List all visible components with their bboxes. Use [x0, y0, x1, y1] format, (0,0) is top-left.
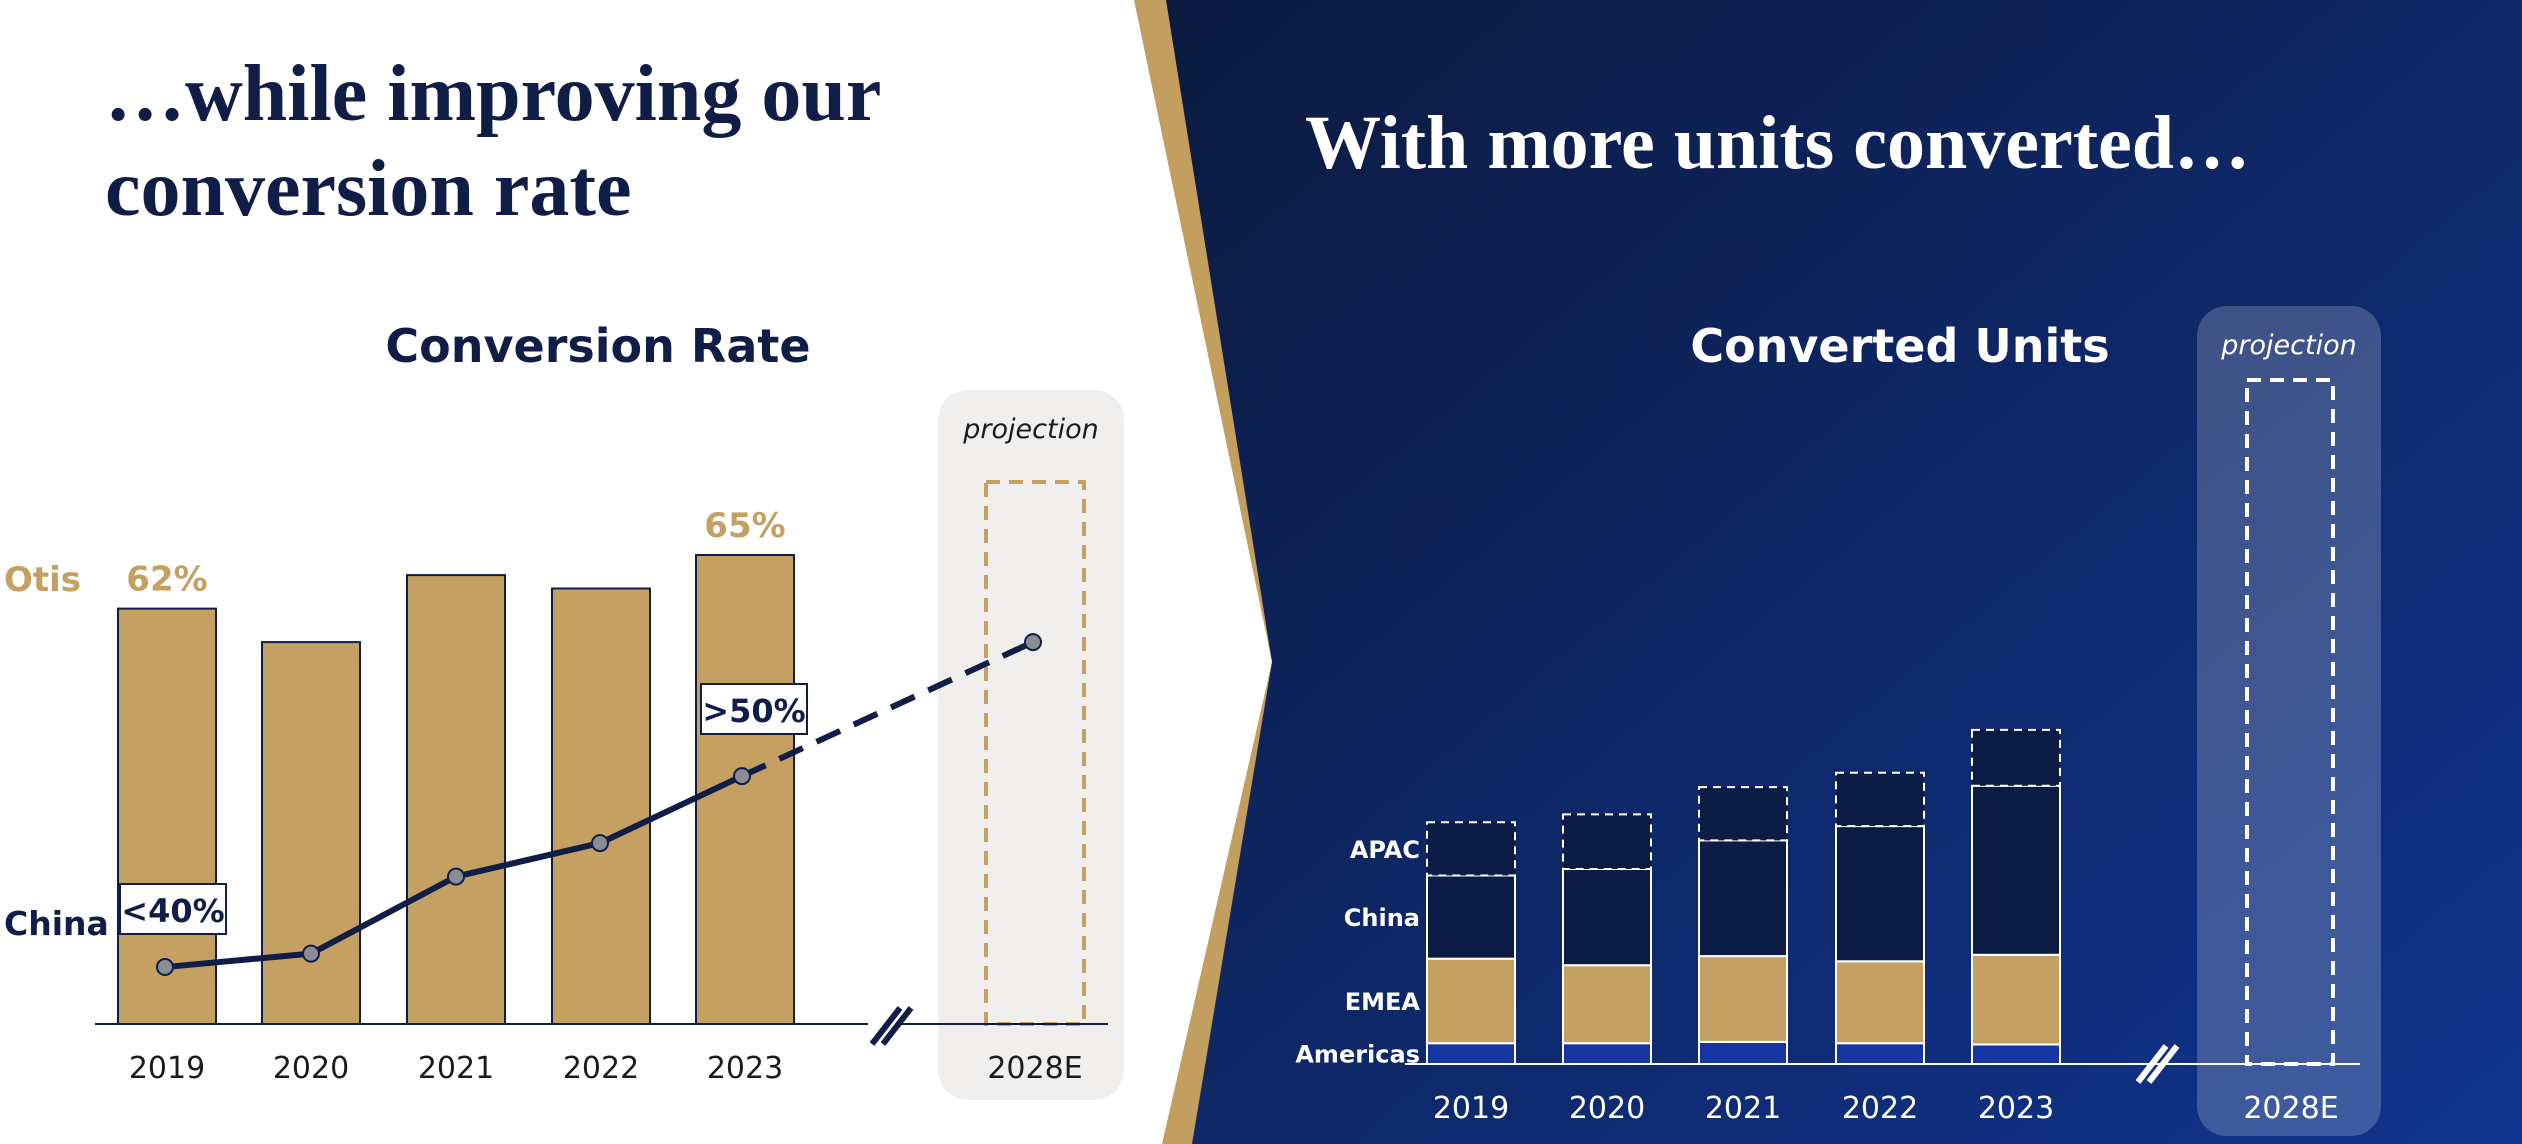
china-point-2021 — [447, 867, 465, 886]
right-tick-label-2021: 2021 — [1705, 1091, 1781, 1126]
legend-china: China — [1344, 904, 1420, 932]
right-tick-label-2022: 2022 — [1842, 1091, 1918, 1126]
segment-apac-2023 — [1971, 728, 2061, 787]
right-tick-label-2028e: 2028E — [2243, 1091, 2338, 1126]
data-label-otis-2023: 65% — [704, 506, 785, 546]
segment-apac-2022 — [1835, 771, 1925, 828]
converted-units-title: Converted Units — [1690, 319, 2109, 373]
segment-emea-2020 — [1562, 964, 1652, 1045]
right-projection-panel — [2197, 306, 2381, 1136]
conversion-rate-title: Conversion Rate — [385, 319, 810, 373]
segment-americas-2023 — [1971, 1043, 2061, 1065]
legend-americas: Americas — [1295, 1041, 1420, 1069]
callout-china-2019: <40% — [119, 883, 227, 935]
right-headline: With more units converted… — [1305, 101, 2250, 185]
segment-china-2023 — [1971, 784, 2061, 956]
segment-china-2020 — [1562, 868, 1652, 967]
segment-americas-2022 — [1835, 1042, 1925, 1065]
segment-americas-2021 — [1698, 1040, 1788, 1066]
segment-china-2022 — [1835, 825, 1925, 963]
china-point-2022 — [591, 834, 609, 853]
segment-emea-2022 — [1835, 960, 1925, 1045]
data-label-china-2019: <40% — [121, 892, 224, 930]
china-point-2023 — [733, 767, 751, 786]
converted-units-chart: Converted Units projection 2019 2020 2021 2… — [1295, 306, 2381, 1136]
otis-bar-2019 — [117, 607, 217, 1025]
otis-bar-2020 — [261, 641, 361, 1025]
left-tick-label-2028e: 2028E — [987, 1051, 1082, 1086]
segment-emea-2023 — [1971, 953, 2061, 1046]
segment-emea-2019 — [1426, 957, 1516, 1045]
left-tick-label-2023: 2023 — [707, 1051, 783, 1086]
segment-apac-2019 — [1426, 821, 1516, 877]
right-tick-label-2023: 2023 — [1978, 1091, 2054, 1126]
otis-bar-2021 — [406, 574, 506, 1025]
right-projection-label: projection — [2220, 330, 2356, 361]
legend-apac: APAC — [1350, 836, 1420, 864]
china-point-2019 — [156, 958, 174, 977]
right-tick-label-2020: 2020 — [1569, 1091, 1645, 1126]
data-label-china-projection: >50% — [702, 692, 805, 730]
china-point-2020 — [302, 944, 320, 963]
segment-americas-2020 — [1562, 1042, 1652, 1065]
left-projection-panel — [938, 390, 1124, 1100]
left-axis-break — [868, 1000, 914, 1048]
left-headline-line2: conversion rate — [105, 145, 632, 233]
callout-china-projection: >50% — [700, 683, 808, 735]
left-tick-label-2020: 2020 — [273, 1051, 349, 1086]
data-label-otis-2019: 62% — [126, 560, 207, 600]
otis-bar-2022 — [551, 587, 651, 1025]
legend-china: China — [4, 904, 109, 943]
legend-emea: EMEA — [1345, 988, 1421, 1016]
legend-otis: Otis — [4, 560, 81, 600]
left-tick-label-2021: 2021 — [418, 1051, 494, 1086]
conversion-rate-chart: Conversion Rate projection 2019 2020 2021 2… — [4, 319, 1124, 1100]
segment-china-2021 — [1698, 839, 1788, 958]
left-projection-bar — [984, 480, 1086, 1026]
right-tick-label-2019: 2019 — [1433, 1091, 1509, 1126]
segment-china-2019 — [1426, 874, 1516, 960]
right-axis-break — [2135, 1044, 2180, 1084]
left-tick-label-2019: 2019 — [129, 1051, 205, 1086]
segment-americas-2019 — [1426, 1042, 1516, 1065]
segment-emea-2021 — [1698, 955, 1788, 1043]
segment-apac-2021 — [1698, 786, 1788, 842]
china-point-2028E — [1024, 633, 1042, 652]
left-projection-label: projection — [962, 414, 1098, 445]
left-tick-label-2022: 2022 — [563, 1051, 639, 1086]
china-projection-line — [740, 639, 1035, 779]
left-headline-line1: …while improving our — [105, 50, 881, 138]
segment-apac-2020 — [1562, 813, 1652, 871]
